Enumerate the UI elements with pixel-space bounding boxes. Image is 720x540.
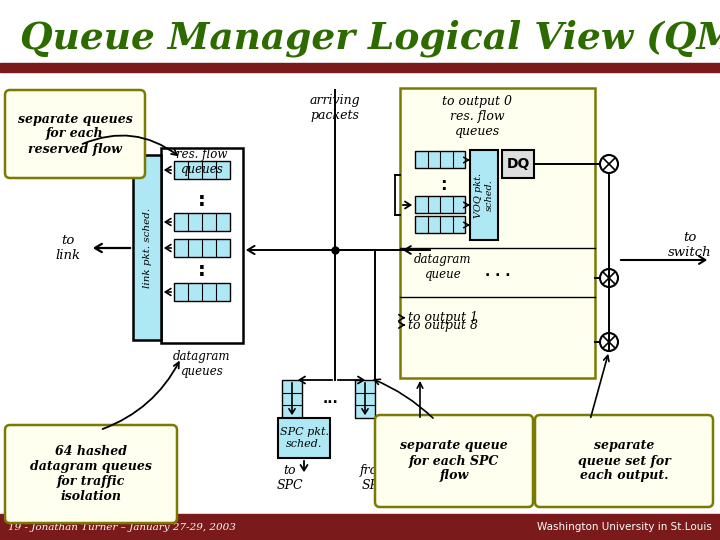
Text: to output 0
res. flow
queues: to output 0 res. flow queues [443, 95, 513, 138]
Bar [174, 213, 230, 231]
Bar [174, 239, 230, 257]
Bar [470, 150, 498, 240]
Bar [0, 63, 720, 68]
Bar [282, 380, 302, 418]
Bar [0, 69, 720, 72]
Text: Washington University in St.Louis: Washington University in St.Louis [537, 522, 712, 532]
Text: link pkt. sched.: link pkt. sched. [143, 207, 151, 288]
Text: SPC pkt.
sched.: SPC pkt. sched. [279, 427, 328, 449]
Bar [415, 151, 465, 168]
Text: VOQ pkt.
sched.: VOQ pkt. sched. [474, 172, 494, 218]
Bar [278, 418, 330, 458]
Text: datagram
queue: datagram queue [414, 253, 472, 281]
FancyBboxPatch shape [375, 415, 533, 507]
Text: :: : [198, 191, 206, 210]
FancyBboxPatch shape [535, 415, 713, 507]
Text: separate queue
for each SPC
flow: separate queue for each SPC flow [400, 440, 508, 483]
Text: . . .: . . . [485, 265, 510, 279]
Text: to
switch: to switch [668, 231, 712, 259]
Bar [174, 283, 230, 301]
Bar [400, 88, 595, 378]
FancyBboxPatch shape [5, 90, 145, 178]
Text: Queue Manager Logical View (QM): Queue Manager Logical View (QM) [20, 19, 720, 57]
Bar [133, 155, 161, 340]
Text: :: : [198, 260, 206, 280]
Text: to output 8: to output 8 [408, 319, 478, 332]
Bar [174, 161, 230, 179]
Bar [355, 380, 375, 418]
Text: datagram
queues: datagram queues [174, 350, 230, 378]
Text: separate queues
for each
reserved flow: separate queues for each reserved flow [17, 112, 132, 156]
Text: from
SPC: from SPC [360, 464, 390, 492]
Text: to
SPC: to SPC [276, 464, 303, 492]
Text: to
link: to link [55, 234, 81, 262]
FancyBboxPatch shape [5, 425, 177, 523]
Text: 19 - Jonathan Turner – January 27-29, 2003: 19 - Jonathan Turner – January 27-29, 20… [8, 523, 236, 531]
Text: DQ: DQ [506, 157, 530, 171]
Bar [502, 150, 534, 178]
Text: ...: ... [322, 392, 338, 406]
Bar [161, 148, 243, 343]
Bar [0, 514, 720, 540]
Text: to output 1: to output 1 [408, 311, 478, 324]
Text: :: : [440, 176, 446, 194]
Text: separate
queue set for
each output.: separate queue set for each output. [577, 440, 670, 483]
Text: arriving
packets: arriving packets [310, 94, 360, 122]
Text: 64 hashed
datagram queues
for traffic
isolation: 64 hashed datagram queues for traffic is… [30, 445, 152, 503]
Bar [415, 216, 465, 233]
Text: res. flow
queues: res. flow queues [176, 148, 228, 176]
Bar [415, 196, 465, 213]
